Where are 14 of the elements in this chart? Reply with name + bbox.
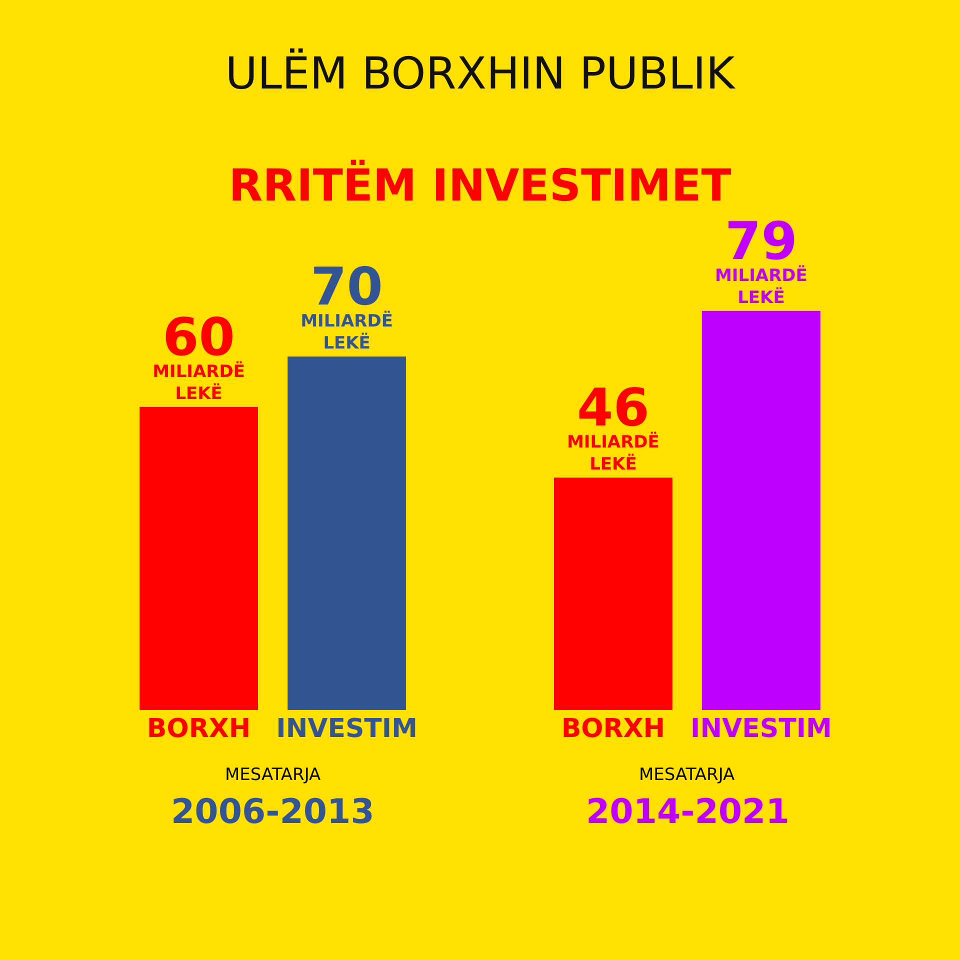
text: 2006-2013 xyxy=(171,792,374,832)
x-tick-label: INVESTIM xyxy=(690,714,832,744)
x-tick-label: BORXH xyxy=(146,714,251,744)
data-label: 70 MILIARDË LEKË xyxy=(300,257,393,354)
data-label: 60 MILIARDË LEKË xyxy=(152,308,245,404)
text: MESATARJA xyxy=(639,765,736,785)
data-label: 79 MILIARDË LEKË xyxy=(715,212,808,308)
chart-title: ULËM BORXHIN PUBLIK xyxy=(225,47,736,100)
data-label: 46 MILIARDË LEKË xyxy=(567,378,660,475)
chart-subtitle: RRITËM INVESTIMET xyxy=(228,160,732,212)
text: MESATARJA xyxy=(225,765,322,785)
x-tick-label: INVESTIM xyxy=(276,714,418,744)
text: 2014-2021 xyxy=(586,792,790,832)
x-tick-label: BORXH xyxy=(561,714,666,744)
